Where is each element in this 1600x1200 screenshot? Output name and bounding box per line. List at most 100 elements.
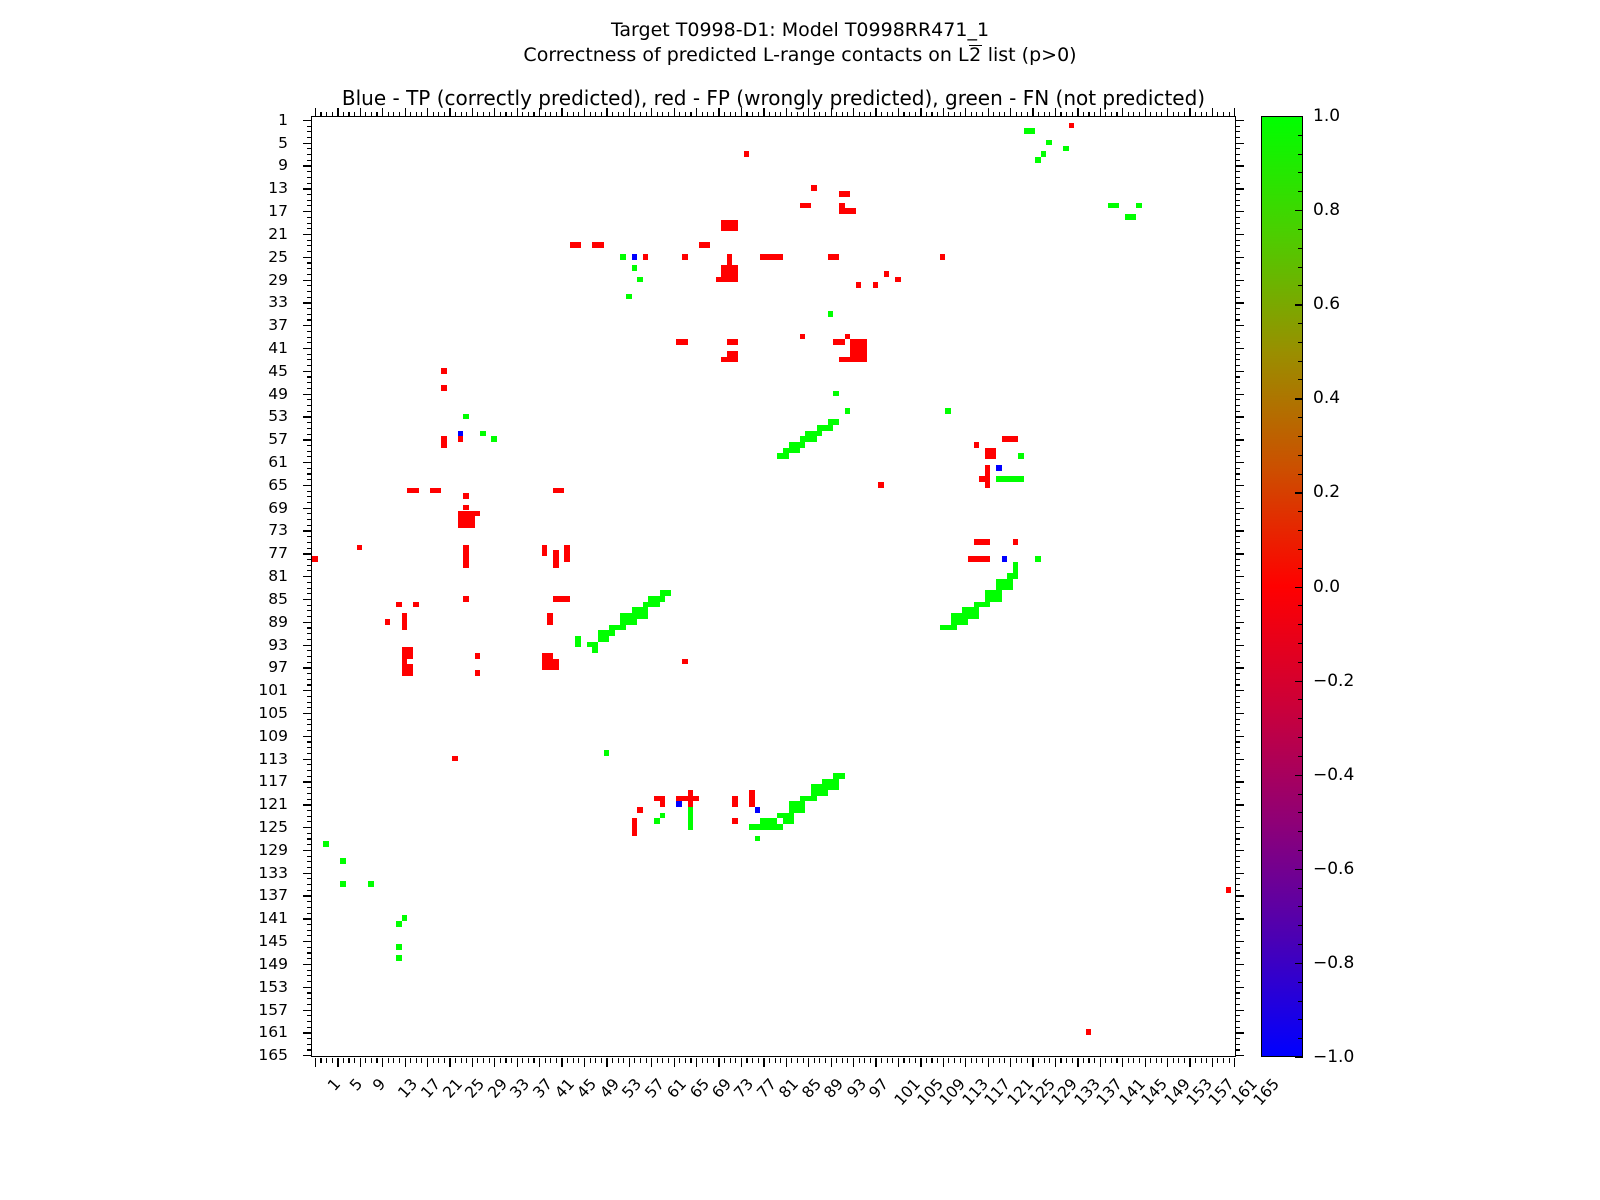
x-axis-top-tick: [1217, 112, 1219, 117]
colorbar-minor-tick: [1298, 737, 1303, 739]
y-axis-tick-label: 113: [258, 749, 288, 768]
x-axis-major-tick: [314, 1058, 317, 1067]
y-axis-right-tick: [1235, 798, 1240, 800]
x-axis-major-tick: [651, 1058, 653, 1067]
colorbar-tick-label: 0.8: [1313, 200, 1341, 221]
y-axis-right-tick: [1235, 821, 1240, 823]
x-axis-top-tick: [314, 108, 317, 117]
x-axis-top-tick: [471, 108, 474, 117]
y-axis-minor-tick: [307, 176, 312, 178]
colorbar-minor-tick: [1298, 718, 1303, 720]
heatmap-cell: [749, 824, 783, 830]
y-axis-minor-tick: [307, 285, 312, 287]
x-axis-minor-tick: [393, 1058, 395, 1063]
x-axis-minor-tick: [477, 1058, 479, 1063]
colorbar-minor-tick: [1298, 774, 1303, 776]
colorbar-minor-tick: [1298, 981, 1303, 983]
y-axis-minor-tick: [307, 410, 312, 412]
x-axis-major-tick: [897, 1058, 900, 1067]
y-axis-minor-tick: [307, 501, 312, 504]
x-axis-minor-tick: [1060, 1058, 1062, 1063]
x-axis-major-tick: [561, 1058, 563, 1067]
y-axis-minor-tick: [307, 821, 312, 823]
y-axis-minor-tick: [307, 353, 312, 355]
heatmap-cell: [984, 464, 991, 471]
x-axis-top-tick: [1105, 112, 1107, 117]
y-axis-right-tick: [1235, 199, 1240, 201]
y-axis-major-tick: [303, 256, 312, 259]
y-axis-minor-tick: [307, 866, 312, 869]
x-axis-major-tick: [539, 1058, 541, 1067]
x-axis-top-tick: [1088, 112, 1090, 117]
x-axis-top-tick: [965, 108, 967, 117]
x-axis-top-tick: [724, 112, 726, 117]
heatmap-cell: [1023, 128, 1036, 135]
heatmap-cell: [721, 225, 739, 232]
colorbar-minor-tick: [1298, 210, 1303, 212]
colorbar-minor-tick: [1298, 172, 1303, 174]
x-axis-top-tick: [993, 112, 995, 117]
x-axis-major-tick: [1077, 1058, 1079, 1067]
heatmap-cell: [743, 151, 750, 157]
y-axis-minor-tick: [307, 809, 312, 811]
y-axis-minor-tick: [307, 433, 312, 435]
colorbar-minor-tick: [1298, 228, 1303, 230]
x-axis-minor-tick: [881, 1058, 883, 1063]
heatmap-cell: [457, 436, 464, 443]
x-axis-top-tick: [1066, 112, 1068, 117]
y-axis-right-tick: [1235, 439, 1244, 441]
colorbar-tick-label: 0.4: [1313, 388, 1341, 409]
y-axis-minor-tick: [307, 296, 312, 298]
contact-map-plot[interactable]: 1 1 5 5 9 9 13 13 17 17 21 21 25 25 29 29 33 33 37 37 41 41 45…: [258, 108, 1283, 1109]
y-axis-right-tick: [1235, 832, 1240, 834]
x-axis-top-tick: [410, 112, 412, 117]
y-axis-right-tick: [1235, 251, 1240, 253]
x-axis-top-tick: [768, 112, 770, 117]
y-axis-right-tick: [1235, 433, 1240, 435]
y-axis-major-tick: [303, 827, 312, 829]
y-axis-right-tick: [1235, 353, 1240, 355]
x-axis-top-tick: [914, 112, 916, 117]
x-axis-top-tick: [1026, 112, 1028, 117]
heatmap-cell: [440, 385, 447, 391]
x-axis-minor-tick: [376, 1058, 378, 1063]
y-axis-tick-label: 121: [258, 795, 288, 814]
x-axis-minor-tick: [1021, 1058, 1023, 1063]
x-axis-minor-tick: [724, 1058, 726, 1063]
heatmap-cell: [323, 841, 329, 847]
x-axis-minor-tick: [869, 1058, 871, 1063]
y-axis-right-tick: [1235, 330, 1240, 332]
y-axis-minor-tick: [307, 273, 312, 275]
y-axis-minor-tick: [307, 222, 312, 224]
y-axis-minor-tick: [307, 239, 312, 241]
colorbar-minor-tick: [1298, 962, 1303, 964]
y-axis-minor-tick: [307, 136, 312, 139]
y-axis-minor-tick: [307, 199, 312, 201]
colorbar-minor-tick: [1298, 398, 1303, 400]
heatmap-cell: [631, 253, 638, 260]
y-axis-major-tick: [303, 507, 312, 509]
y-axis-major-tick: [303, 233, 312, 236]
y-axis-right-tick: [1235, 712, 1244, 715]
x-axis-top-tick: [1099, 108, 1101, 117]
x-axis-minor-tick: [567, 1058, 569, 1063]
x-axis-minor-tick: [858, 1058, 860, 1063]
colorbar-minor-tick: [1298, 417, 1303, 419]
y-axis-major-tick: [303, 279, 312, 281]
x-axis-minor-tick: [712, 1058, 714, 1063]
x-axis-minor-tick: [780, 1058, 782, 1063]
x-axis-top-tick: [348, 112, 350, 117]
heatmap-cell: [687, 807, 694, 830]
y-axis-right-tick: [1235, 695, 1240, 697]
x-axis-minor-tick: [684, 1058, 686, 1063]
y-axis-tick-label: 45: [268, 361, 288, 380]
x-axis-top-tick: [1071, 112, 1073, 117]
heatmap-cell: [805, 430, 823, 437]
y-axis-minor-tick: [307, 1015, 312, 1017]
y-axis-right-tick: [1235, 815, 1240, 817]
heatmap-cell: [721, 265, 739, 277]
heatmap-cell: [995, 476, 1024, 482]
heatmap-cell: [777, 812, 795, 819]
y-axis-minor-tick: [307, 405, 312, 407]
y-axis-right-tick: [1235, 827, 1244, 829]
